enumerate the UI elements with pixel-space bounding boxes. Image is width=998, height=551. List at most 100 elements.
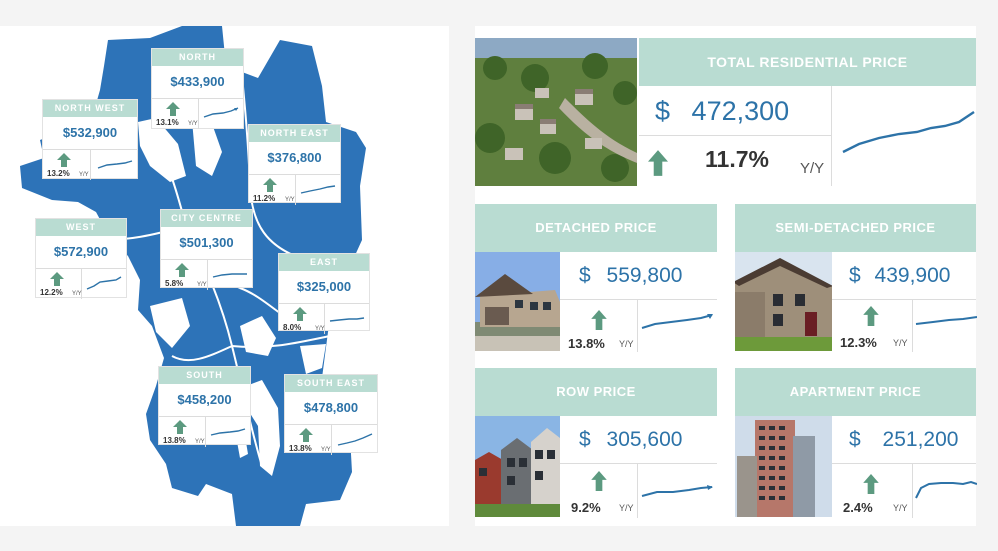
- trend-sparkline-icon: [915, 316, 977, 325]
- region-yy: Y/Y: [72, 291, 82, 297]
- region-change: 13.8%: [163, 436, 186, 445]
- row-house-photo: [475, 416, 560, 517]
- region-card-west[interactable]: WEST $572,900 12.2% Y/Y: [35, 218, 127, 299]
- region-card-city-centre[interactable]: CITY CENTRE $501,300 5.8% Y/Y: [160, 209, 253, 290]
- aerial-neighbourhood-photo: [475, 38, 637, 186]
- region-title: WEST: [36, 219, 126, 236]
- trend-sparkline-icon: [86, 276, 122, 290]
- trend-sparkline-icon: [641, 314, 713, 329]
- region-change: 8.0%: [283, 323, 302, 332]
- price-amount: 559,800: [606, 264, 683, 287]
- region-card-south-east[interactable]: SOUTH EAST $478,800 13.8% Y/Y: [284, 374, 378, 455]
- trend-sparkline-icon: [212, 273, 247, 278]
- trend-sparkline-icon: [641, 485, 713, 497]
- region-card-south[interactable]: SOUTH $458,200 13.8% Y/Y: [158, 366, 251, 447]
- row-card[interactable]: ROW PRICE $ 305,600 9.2% Y/Y: [475, 368, 717, 518]
- region-title: CITY CENTRE: [161, 210, 252, 227]
- yy-label: Y/Y: [893, 338, 908, 348]
- region-price: $532,900: [43, 117, 137, 150]
- region-price: $433,900: [152, 66, 243, 99]
- trend-sparkline-icon: [329, 317, 365, 322]
- change-percent: 2.4%: [843, 500, 873, 515]
- price-value: $ 251,200: [849, 428, 958, 452]
- up-arrow-icon: [50, 272, 64, 286]
- price-value: $ 305,600: [579, 428, 682, 452]
- region-change: 12.2%: [40, 288, 63, 297]
- yy-label: Y/Y: [619, 339, 634, 349]
- semi-detached-house-photo: [735, 252, 832, 351]
- up-arrow-icon: [591, 310, 607, 330]
- region-price: $478,800: [285, 392, 377, 425]
- trend-sparkline-icon: [210, 428, 246, 436]
- price-amount: 305,600: [606, 428, 683, 451]
- change-percent: 12.3%: [840, 335, 877, 350]
- region-title: EAST: [279, 254, 369, 271]
- detached-card[interactable]: DETACHED PRICE $ 559,800 13.8% Y/Y: [475, 204, 717, 352]
- region-title: SOUTH EAST: [285, 375, 377, 392]
- semi-detached-card[interactable]: SEMI-DETACHED PRICE $ 439,900 12.3% Y/Y: [735, 204, 977, 352]
- up-arrow-icon: [863, 474, 879, 494]
- trend-sparkline-icon: [337, 433, 373, 446]
- card-title: DETACHED PRICE: [475, 204, 717, 252]
- detached-house-photo: [475, 252, 560, 351]
- card-title: ROW PRICE: [475, 368, 717, 416]
- up-arrow-icon: [57, 153, 71, 167]
- region-card-north-west[interactable]: NORTH WEST $532,900 13.2% Y/Y: [42, 99, 138, 180]
- up-arrow-icon: [173, 420, 187, 434]
- region-yy: Y/Y: [195, 439, 205, 445]
- yy-label: Y/Y: [619, 503, 634, 513]
- region-card-north-east[interactable]: NORTH EAST $376,800 11.2% Y/Y: [248, 124, 341, 205]
- region-yy: Y/Y: [321, 447, 331, 453]
- region-yy: Y/Y: [285, 197, 295, 203]
- region-change: 11.2%: [253, 194, 276, 203]
- region-price: $458,200: [159, 384, 250, 417]
- currency-symbol: $: [579, 264, 591, 287]
- up-arrow-icon: [293, 307, 307, 321]
- region-change: 5.8%: [165, 279, 184, 288]
- price-value: $ 472,300: [655, 96, 789, 127]
- region-price: $501,300: [161, 227, 252, 260]
- region-yy: Y/Y: [79, 172, 89, 178]
- price-amount: 439,900: [874, 264, 951, 287]
- trend-sparkline-icon: [300, 185, 336, 194]
- currency-symbol: $: [655, 96, 671, 126]
- region-change: 13.2%: [47, 169, 70, 178]
- price-amount: 472,300: [691, 96, 790, 126]
- region-title: NORTH: [152, 49, 243, 66]
- change-percent: 13.8%: [568, 336, 605, 351]
- region-change: 13.1%: [156, 118, 179, 127]
- card-title: TOTAL RESIDENTIAL PRICE: [639, 38, 976, 86]
- trend-sparkline-icon: [203, 107, 239, 118]
- region-title: NORTH EAST: [249, 125, 340, 142]
- currency-symbol: $: [849, 428, 861, 451]
- up-arrow-icon: [175, 263, 189, 277]
- up-arrow-icon: [299, 428, 313, 442]
- up-arrow-icon: [166, 102, 180, 116]
- region-title: SOUTH: [159, 367, 250, 384]
- change-percent: 11.7%: [705, 146, 769, 172]
- region-card-east[interactable]: EAST $325,000 8.0% Y/Y: [278, 253, 370, 334]
- region-title: NORTH WEST: [43, 100, 137, 117]
- region-price: $325,000: [279, 271, 369, 304]
- region-price: $572,900: [36, 236, 126, 269]
- total-residential-card[interactable]: TOTAL RESIDENTIAL PRICE $ 472,300 11.7% …: [475, 38, 976, 187]
- region-change: 13.8%: [289, 444, 312, 453]
- card-title: APARTMENT PRICE: [735, 368, 976, 416]
- region-yy: Y/Y: [197, 282, 207, 288]
- region-card-north[interactable]: NORTH $433,900 13.1% Y/Y: [151, 48, 244, 129]
- up-arrow-icon: [263, 178, 277, 192]
- region-price: $376,800: [249, 142, 340, 175]
- trend-sparkline-icon: [842, 111, 975, 154]
- region-yy: Y/Y: [315, 326, 325, 332]
- price-amount: 251,200: [882, 428, 959, 451]
- up-arrow-icon: [591, 471, 607, 491]
- currency-symbol: $: [579, 428, 591, 451]
- price-value: $ 559,800: [579, 264, 682, 288]
- yy-label: Y/Y: [800, 160, 825, 177]
- up-arrow-icon: [863, 306, 879, 326]
- up-arrow-icon: [648, 150, 668, 176]
- trend-sparkline-icon: [915, 480, 977, 499]
- yy-label: Y/Y: [893, 503, 908, 513]
- apartment-card[interactable]: APARTMENT PRICE $ 251,200 2.4% Y/Y: [735, 368, 977, 518]
- currency-symbol: $: [849, 264, 861, 287]
